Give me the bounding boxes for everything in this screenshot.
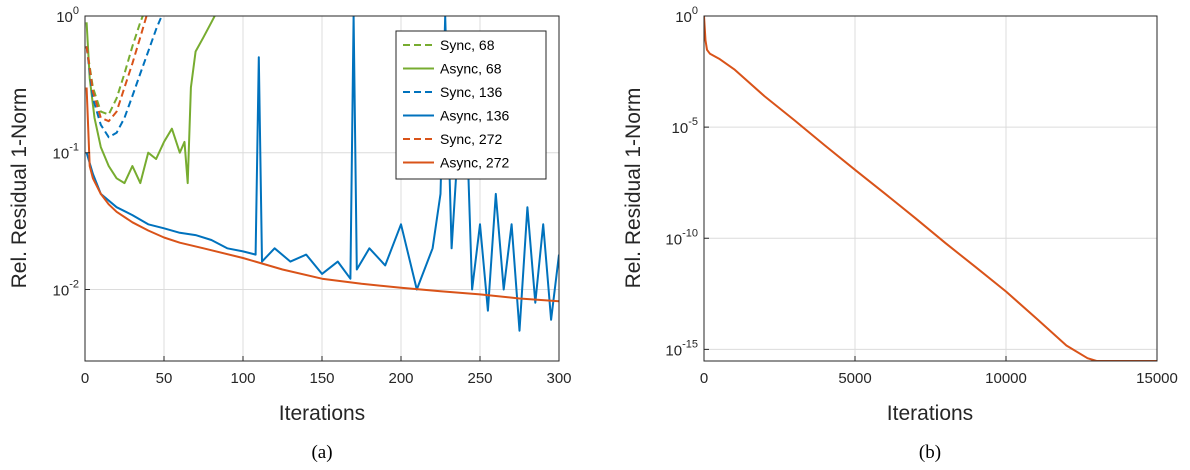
legend-label: Sync, 272 [440, 131, 502, 147]
legend-label: Async, 272 [440, 155, 509, 171]
x-tick-label: 150 [309, 370, 334, 387]
x-ticks-b: 0 5000 10000 15000 [700, 356, 1178, 387]
y-tick-label: 10-2 [53, 278, 79, 299]
x-tick-label: 250 [467, 370, 492, 387]
x-axis-label-a: Iterations [279, 402, 365, 425]
plot-frame-b [703, 15, 1158, 362]
series-line-async-68 [85, 16, 216, 185]
y-axis-label-b: Rel. Residual 1-Norm [622, 88, 645, 289]
series-line-series-0 [704, 16, 1157, 361]
x-ticks-a: 0 50 100 150 200 250 300 [81, 356, 572, 387]
caption-a: (a) [311, 442, 332, 463]
x-tick-label: 100 [230, 370, 255, 387]
series-line-async-136 [85, 16, 559, 332]
legend-label: Sync, 136 [440, 84, 502, 100]
x-tick-label: 15000 [1136, 370, 1178, 387]
series-a [85, 16, 559, 332]
y-tick-label: 100 [56, 5, 79, 26]
x-tick-label: 0 [81, 370, 89, 387]
series-line-sync-272 [85, 16, 148, 123]
y-tick-label: 10-1 [53, 142, 79, 163]
y-tick-label: 100 [675, 5, 698, 26]
legend-label: Sync, 68 [440, 37, 495, 53]
series-b [704, 16, 1157, 361]
series-line-async-272 [85, 87, 559, 303]
legend-label: Async, 68 [440, 61, 502, 77]
x-tick-label: 0 [700, 370, 708, 387]
x-tick-label: 10000 [985, 370, 1027, 387]
y-ticks-b: 10-15 10-10 10-5 100 [665, 5, 709, 359]
y-tick-label: 10-5 [672, 116, 698, 137]
legend-box [395, 30, 547, 180]
x-tick-label: 50 [156, 370, 173, 387]
series-line-sync-136 [85, 16, 163, 139]
x-tick-label: 300 [546, 370, 571, 387]
legend-label: Async, 136 [440, 108, 509, 124]
panel-a: 0 50 100 150 200 250 300 10-2 10-1 100 Iteration… [8, 5, 572, 463]
panel-b: 0 5000 10000 15000 10-15 10-10 10-5 100 Iterat… [622, 5, 1178, 463]
y-axis-label-a: Rel. Residual 1-Norm [8, 88, 31, 289]
series-line-sync-68 [85, 16, 144, 116]
x-axis-label-b: Iterations [887, 402, 973, 425]
grid-b [704, 16, 1157, 361]
y-tick-label: 10-10 [665, 227, 698, 248]
y-ticks-a: 10-2 10-1 100 [53, 5, 90, 299]
x-tick-label: 5000 [838, 370, 871, 387]
y-tick-label: 10-15 [665, 338, 698, 359]
caption-b: (b) [919, 442, 941, 463]
x-tick-label: 200 [388, 370, 413, 387]
legend-a: Sync, 68 Async, 68 Sync, 136 Async, 136 Sync… [395, 30, 547, 180]
